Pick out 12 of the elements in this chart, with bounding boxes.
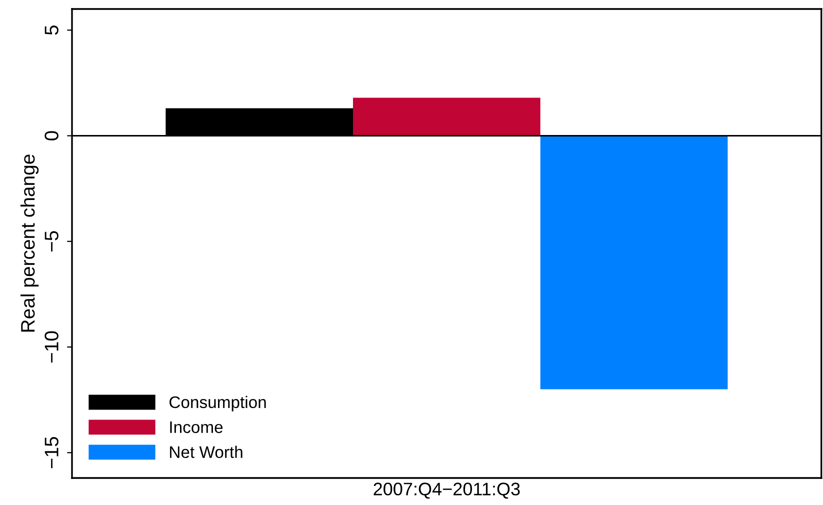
y-tick-label: −10: [44, 331, 58, 363]
legend-label: Income: [170, 421, 223, 434]
x-tick-label: 2007:Q4−2011:Q3: [374, 482, 520, 499]
bar: [540, 136, 728, 390]
legend-label: Consumption: [170, 396, 266, 412]
y-tick-label: −15: [44, 436, 58, 468]
bar: [353, 98, 540, 136]
y-tick-label: 5: [44, 26, 58, 35]
y-tick-label: −5: [44, 231, 58, 252]
y-axis-title: Real percent change: [20, 154, 39, 332]
legend-label: Net Worth: [170, 446, 242, 458]
y-tick-label: 0: [44, 131, 58, 140]
